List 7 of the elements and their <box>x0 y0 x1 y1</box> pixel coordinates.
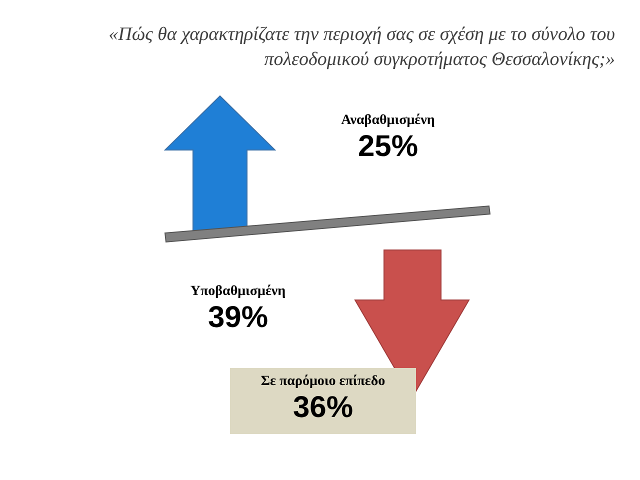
text: «Πώς θα χαρακτηρίζατε την περιοχή σας σε σχέση με το σύνολο του πολεοδομικού συγκροτήματος Θεσσαλονίκης;» <box>108 23 615 72</box>
data-label: 39% <box>206 300 270 336</box>
category-label: Υποβαθμισμένη <box>189 284 287 300</box>
data-label: 25% <box>356 129 420 165</box>
category-label: Αναβαθμισμένη <box>340 113 436 129</box>
data-label: 36% <box>292 390 354 426</box>
category-label: Σε παρόμοιο επίπεδο <box>260 374 386 390</box>
